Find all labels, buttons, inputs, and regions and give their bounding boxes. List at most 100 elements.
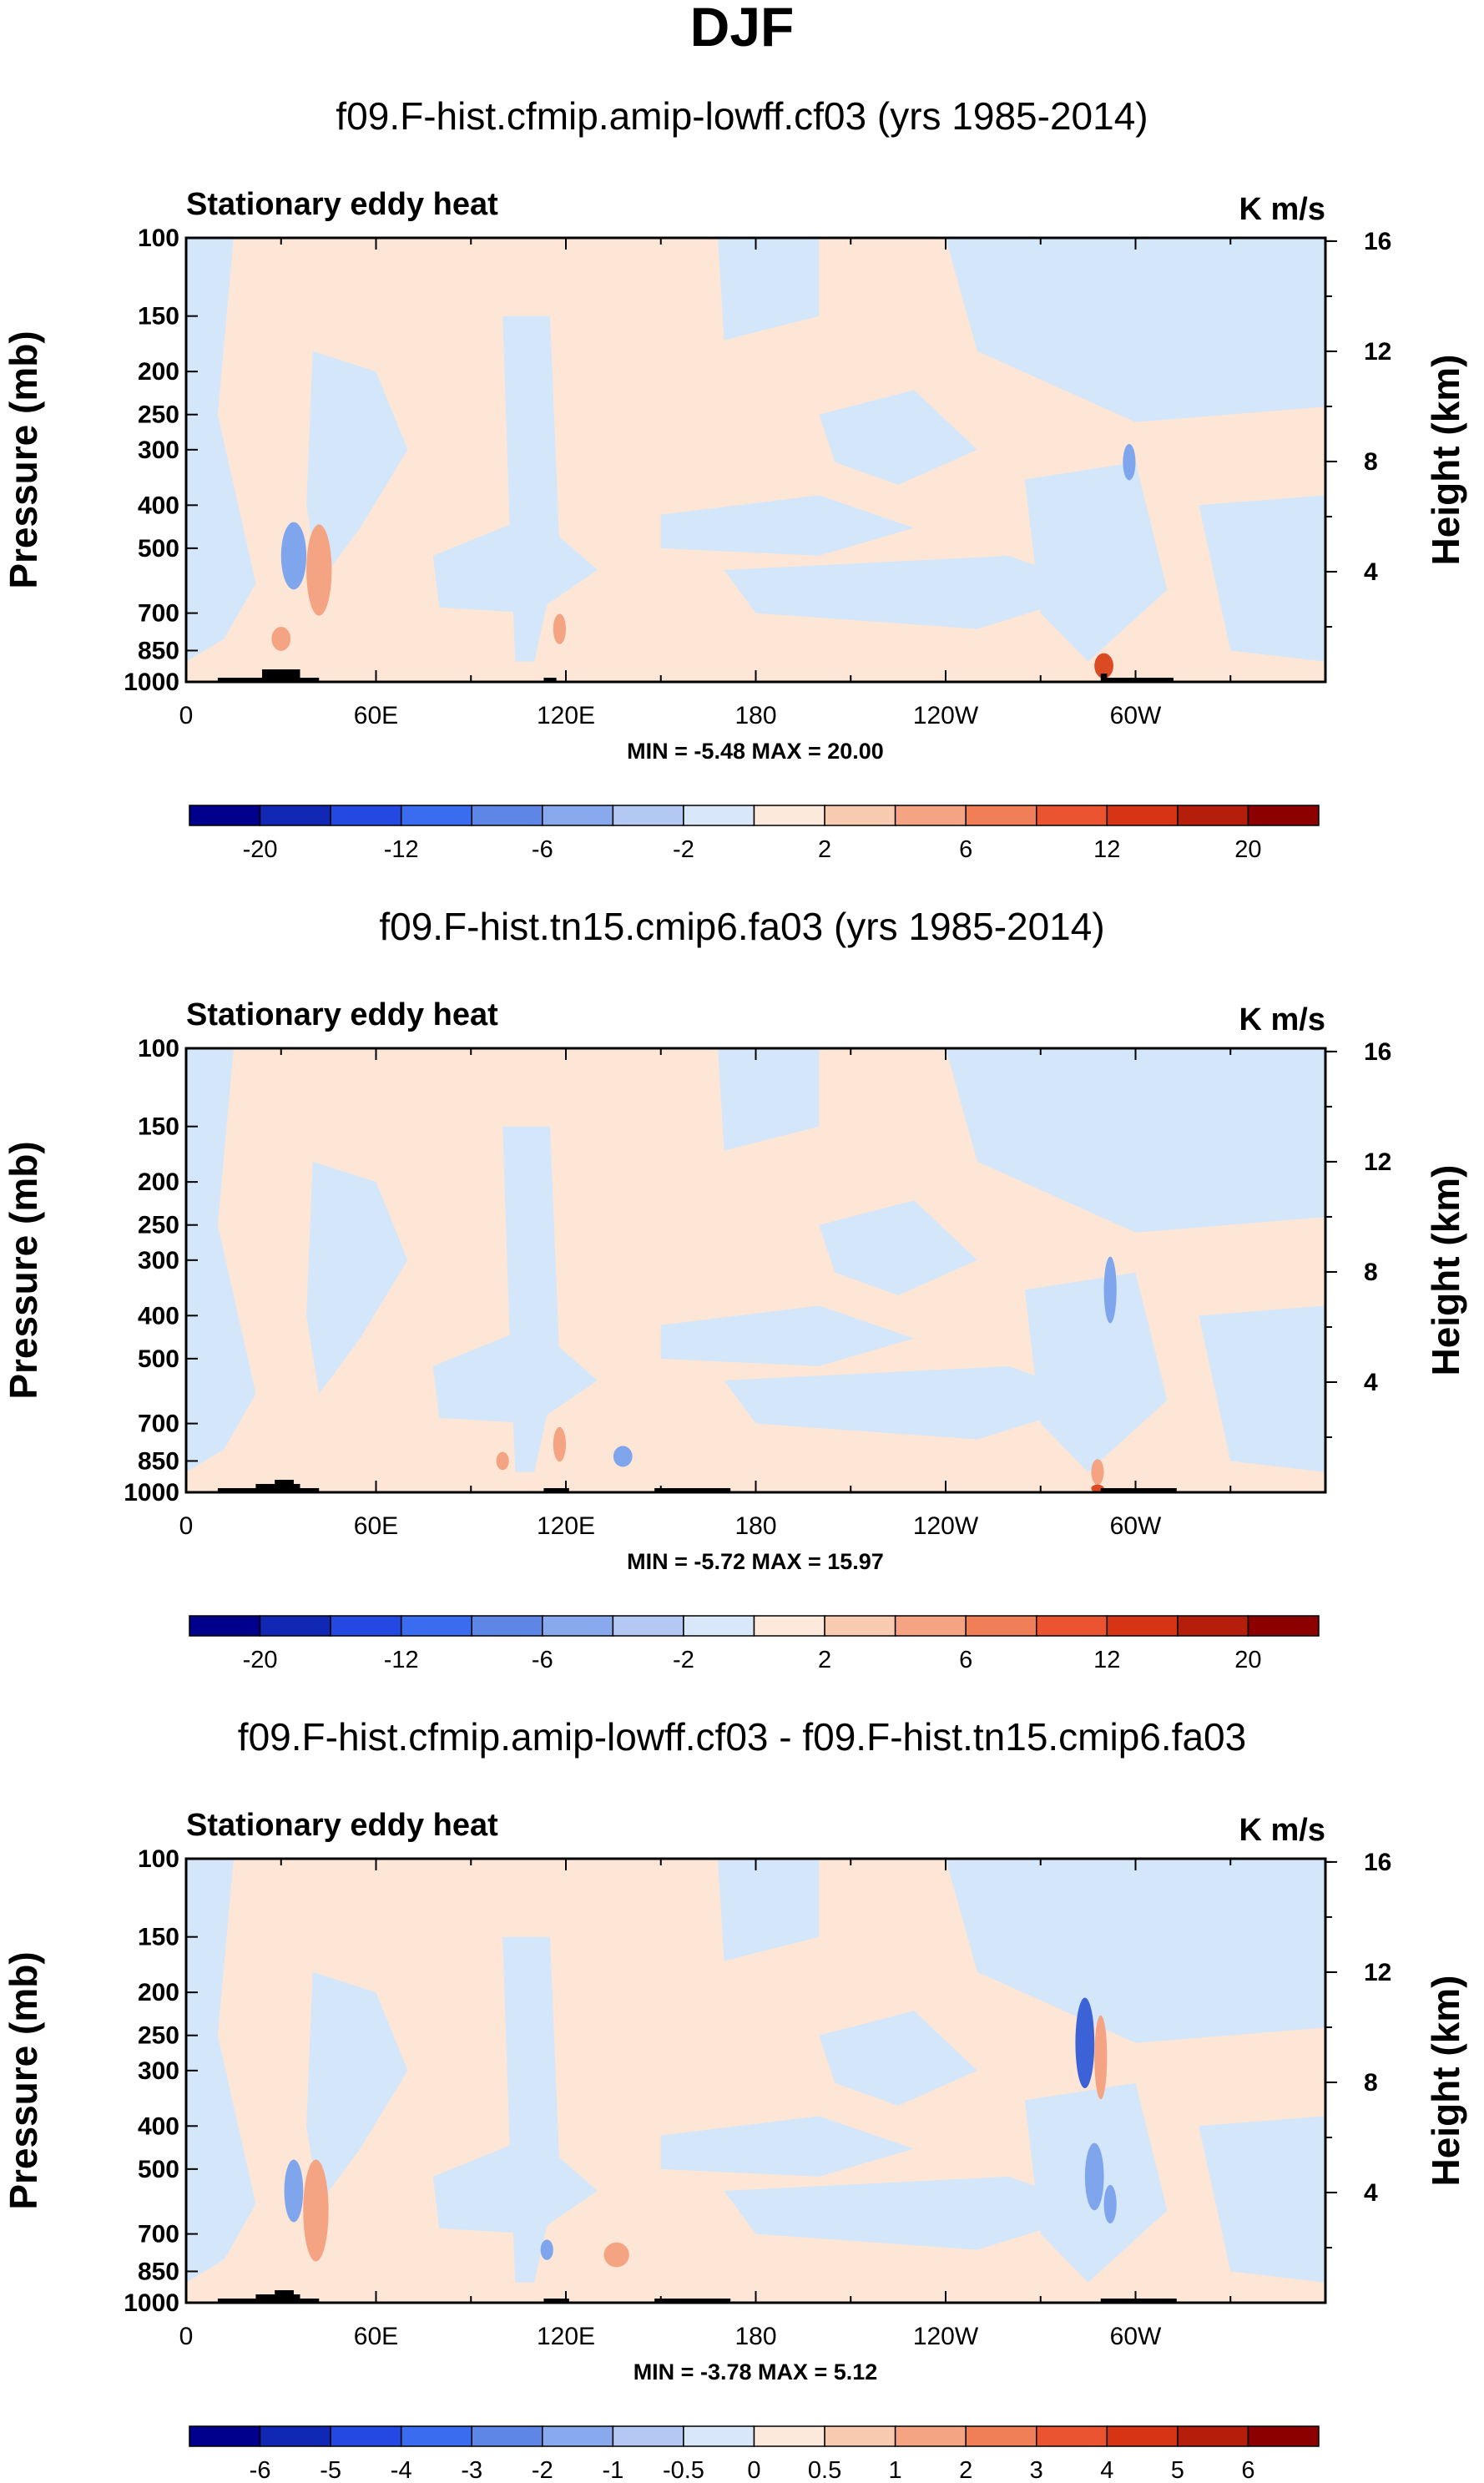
panel-title: f09.F-hist.cfmip.amip-lowff.cf03 (yrs 19… [336, 94, 1148, 138]
colorbar-segment [612, 805, 684, 826]
x-tick-label: 180 [734, 702, 776, 729]
colorbar-label: 12 [1093, 1647, 1120, 1673]
contour-region-neg [660, 1305, 915, 1366]
y-tick-label: 700 [138, 2221, 179, 2248]
colorbar-segment [1247, 805, 1320, 826]
y-axis-label: Pressure (mb) [2, 1951, 45, 2209]
y2-axis-label: Height (km) [1424, 355, 1467, 566]
x-tick-label: 120W [913, 702, 979, 729]
y-axis-label: Pressure (mb) [2, 331, 45, 588]
contour-region-neg [946, 1048, 1325, 1233]
colorbar-segment [753, 805, 825, 826]
land-mask [543, 1488, 569, 1492]
panel-2: f09.F-hist.tn15.cmip6.fa03 (yrs 1985-201… [2, 905, 1467, 1673]
y-tick-label: 1000 [124, 669, 179, 696]
colorbar-label: 6 [959, 1647, 972, 1673]
x-tick-label: 120E [537, 702, 595, 729]
colorbar-segment [1177, 805, 1249, 826]
contour-region-neg [718, 1859, 820, 1961]
contour-extreme [1094, 653, 1113, 679]
colorbar-label: 12 [1093, 836, 1120, 863]
colorbar-segment [1177, 1615, 1249, 1637]
contour-region-neg [1199, 1305, 1325, 1472]
x-tick-label: 120W [913, 2323, 979, 2350]
colorbar-segment [612, 2425, 684, 2447]
contour-region-neg [660, 2116, 915, 2177]
contour-extreme [280, 522, 307, 590]
colorbar-label: 6 [1241, 2457, 1254, 2483]
contour-extreme [613, 1446, 633, 1467]
min-max-label: MIN = -3.78 MAX = 5.12 [633, 2359, 878, 2385]
y-tick-label: 250 [138, 401, 179, 429]
y-tick-label: 250 [138, 1212, 179, 1239]
x-tick-label: 60E [354, 1512, 398, 1540]
colorbar-segment [189, 2425, 261, 2447]
contour-extreme [1103, 2184, 1117, 2224]
colorbar-segment [894, 2425, 967, 2447]
land-mask [654, 2299, 731, 2303]
y2-tick-label: 4 [1364, 558, 1378, 586]
contour-region-neg [186, 238, 256, 662]
contour-extreme [284, 2159, 304, 2223]
x-tick-label: 60W [1110, 2323, 1162, 2350]
colorbar-label: 1 [889, 2457, 902, 2483]
colorbar-label: 5 [1171, 2457, 1184, 2483]
y-tick-label: 400 [138, 492, 179, 519]
y-tick-label: 400 [138, 1302, 179, 1330]
colorbar-segment [400, 805, 472, 826]
contour-region-neg [306, 1971, 408, 2204]
colorbar-label: 20 [1234, 836, 1261, 863]
contour-region-neg [1199, 495, 1325, 662]
colorbar-segment [471, 2425, 543, 2447]
contour-region-neg [946, 1859, 1325, 2043]
colorbar-label: -6 [532, 1647, 553, 1673]
colorbar-segment [1036, 1615, 1108, 1637]
colorbar-label: -3 [461, 2457, 482, 2483]
x-tick-label: 60E [354, 702, 398, 729]
y2-axis-label: Height (km) [1424, 1165, 1467, 1376]
y-tick-label: 200 [138, 1979, 179, 2006]
contour-extreme [306, 524, 332, 616]
colorbar-label: 6 [959, 836, 972, 863]
contour-region-neg [819, 390, 977, 485]
x-tick-label: 120E [537, 2323, 595, 2350]
land-mask [275, 1480, 294, 1492]
y-tick-label: 700 [138, 1411, 179, 1438]
contour-extreme [1084, 2142, 1104, 2211]
contour-region-neg [946, 238, 1325, 422]
y-tick-label: 300 [138, 1247, 179, 1274]
min-max-label: MIN = -5.48 MAX = 20.00 [627, 739, 884, 764]
y-tick-label: 150 [138, 303, 179, 331]
colorbar-label: -1 [602, 2457, 623, 2483]
contour-extreme [540, 2239, 553, 2260]
colorbar-label: 2 [818, 836, 831, 863]
colorbar-segment [189, 805, 261, 826]
colorbar-label: 0.5 [808, 2457, 841, 2483]
contour-extreme [1091, 1484, 1104, 1492]
units-label: K m/s [1239, 1813, 1325, 1848]
colorbar-segment [542, 805, 614, 826]
colorbar-segment [1106, 2425, 1179, 2447]
y2-tick-label: 16 [1364, 1038, 1391, 1066]
contour-field [186, 1859, 1325, 2303]
x-tick-label: 180 [734, 1512, 776, 1540]
contour-region-neg [502, 1126, 560, 1472]
y2-tick-label: 12 [1364, 338, 1391, 366]
colorbar-segment [259, 1615, 331, 1637]
colorbar-label: 4 [1100, 2457, 1113, 2483]
y-tick-label: 100 [138, 1035, 179, 1062]
x-tick-label: 0 [179, 1512, 194, 1540]
contour-region-neg [724, 555, 1104, 629]
y-tick-label: 200 [138, 358, 179, 386]
contour-extreme [553, 1426, 567, 1462]
colorbar-segment [965, 2425, 1037, 2447]
contour-region-neg [1199, 2116, 1325, 2283]
colorbar-label: 2 [959, 2457, 972, 2483]
x-tick-label: 60W [1110, 702, 1162, 729]
y2-tick-label: 12 [1364, 1148, 1391, 1176]
contour-extreme [603, 2242, 629, 2268]
x-tick-label: 180 [734, 2323, 776, 2350]
y-tick-label: 1000 [124, 1479, 179, 1506]
y2-tick-label: 12 [1364, 1959, 1391, 1986]
contour-extreme [1075, 1997, 1095, 2089]
